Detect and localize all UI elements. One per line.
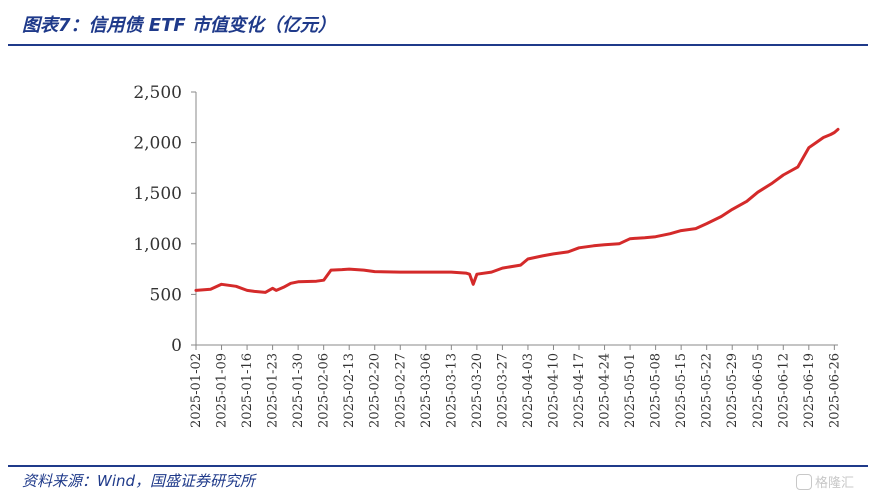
x-tick-label: 2025-01-23 — [266, 353, 281, 428]
y-tick-label: 1,500 — [133, 184, 182, 204]
watermark-logo-icon — [796, 473, 812, 490]
x-tick-label: 2025-05-22 — [700, 353, 715, 428]
y-tick-label: 2,500 — [133, 83, 182, 103]
source-note: 资料来源：Wind，国盛证券研究所 — [22, 472, 256, 490]
x-tick-label: 2025-02-06 — [317, 353, 332, 428]
x-tick-label: 2025-06-26 — [827, 353, 842, 428]
x-tick-label: 2025-05-01 — [623, 353, 638, 428]
x-axis: 2025-01-02 2025-01-09 2025-01-16 2025-01-23… — [189, 344, 842, 428]
source-divider — [8, 465, 868, 467]
x-tick-label: 2025-06-05 — [751, 353, 766, 428]
x-tick-label: 2025-01-02 — [189, 353, 204, 428]
x-tick-label: 2025-03-06 — [419, 353, 434, 428]
y-tick-label: 0 — [171, 336, 182, 356]
y-axis: 0 500 1,000 1,500 2,000 2,500 — [133, 83, 197, 356]
title-divider — [8, 44, 868, 46]
x-tick-label: 2025-06-12 — [776, 353, 791, 428]
x-tick-label: 2025-03-13 — [444, 353, 459, 428]
x-tick-label: 2025-04-10 — [546, 353, 561, 428]
x-tick-label: 2025-02-20 — [368, 353, 383, 428]
y-tick-label: 1,000 — [133, 235, 182, 255]
x-tick-label: 2025-02-13 — [342, 353, 357, 428]
series-group — [194, 127, 840, 294]
series-line — [194, 127, 840, 294]
chart-title: 图表7：信用债 ETF 市值变化（亿元） — [22, 15, 336, 36]
x-tick-label: 2025-05-29 — [725, 353, 740, 428]
x-tick-label: 2025-01-16 — [240, 353, 255, 428]
x-tick-label: 2025-06-19 — [802, 353, 817, 428]
x-tick-label: 2025-01-30 — [291, 353, 306, 428]
x-tick-label: 2025-05-08 — [649, 353, 664, 428]
x-tick-label: 2025-04-24 — [598, 353, 613, 428]
watermark-text: 格隆汇 — [815, 476, 855, 491]
x-tick-label: 2025-02-27 — [393, 353, 408, 428]
x-tick-label: 2025-04-17 — [572, 353, 587, 428]
x-tick-label: 2025-01-09 — [215, 353, 230, 428]
y-tick-label: 500 — [150, 285, 182, 305]
x-tick-label: 2025-03-27 — [495, 353, 510, 428]
x-tick-label: 2025-05-15 — [674, 353, 689, 428]
watermark: 格隆汇 — [796, 472, 854, 491]
x-tick-label: 2025-04-03 — [521, 353, 536, 428]
x-tick-label: 2025-03-20 — [470, 353, 485, 428]
y-tick-label: 2,000 — [133, 134, 182, 154]
